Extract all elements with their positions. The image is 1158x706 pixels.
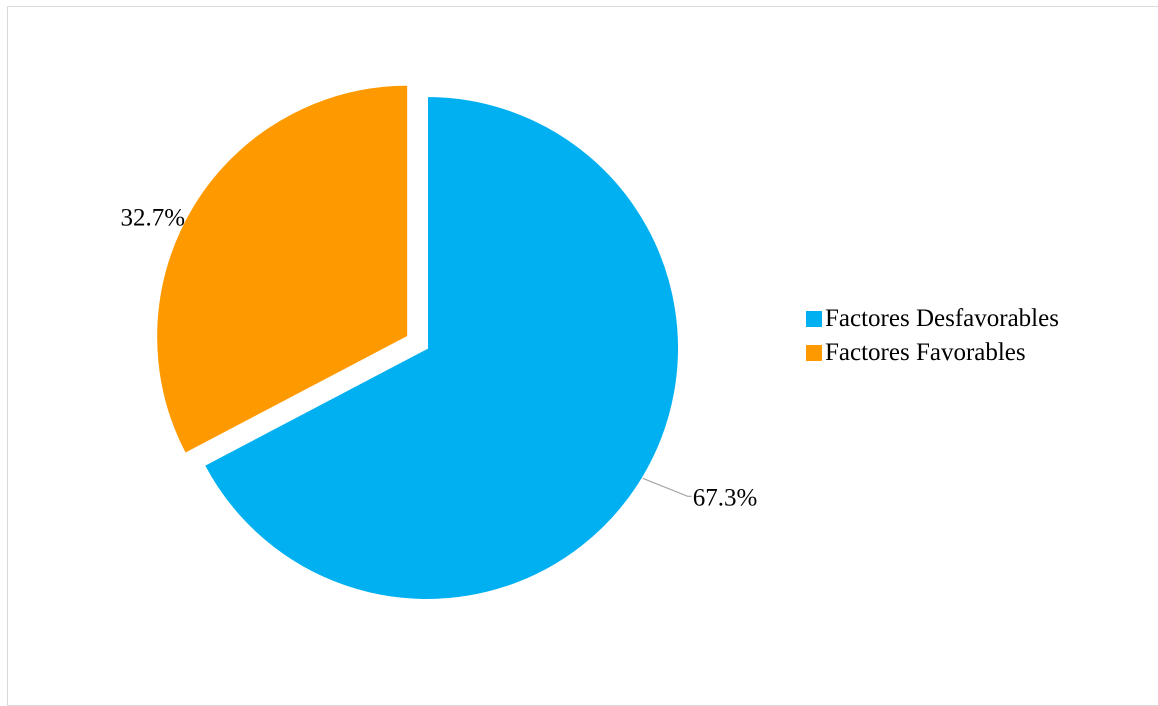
pie-slice-desfavorables xyxy=(202,94,680,601)
data-label-desfavorables: 67.3% xyxy=(693,484,758,511)
data-labels: 67.3% 32.7% xyxy=(120,204,757,511)
data-label-favorables: 32.7% xyxy=(120,204,185,231)
legend-label-desfavorables: Factores Desfavorables xyxy=(825,305,1059,332)
pie-slices xyxy=(155,83,680,601)
pie-slice-favorables xyxy=(155,83,410,456)
legend-item-favorables: Factores Favorables xyxy=(806,336,1059,370)
legend-item-desfavorables: Factores Desfavorables xyxy=(806,302,1059,336)
legend-label-favorables: Factores Favorables xyxy=(825,339,1026,366)
legend-swatch-desfavorables xyxy=(806,311,822,327)
leader-line-desfavorables xyxy=(642,477,692,497)
legend: Factores Desfavorables Factores Favorabl… xyxy=(806,302,1059,370)
pie-chart: 67.3% 32.7% xyxy=(120,83,757,601)
legend-swatch-favorables xyxy=(806,345,822,361)
